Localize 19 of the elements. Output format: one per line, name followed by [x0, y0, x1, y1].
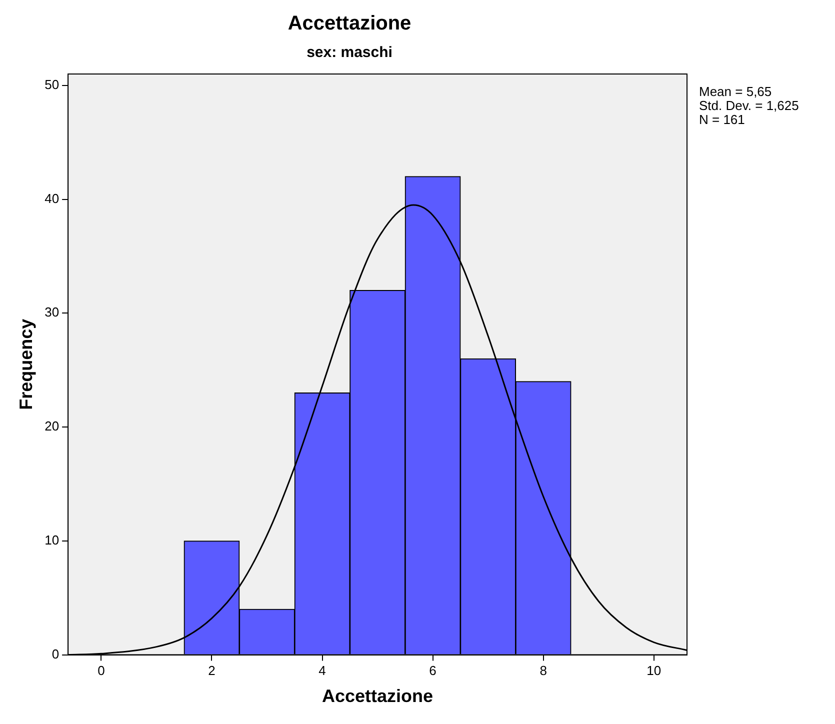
text: N = 161 — [699, 112, 745, 128]
x-tick-label: 6 — [429, 663, 436, 678]
x-tick-label: 4 — [318, 663, 326, 678]
y-tick-label: 40 — [44, 190, 60, 206]
y-tick-label: 20 — [44, 418, 60, 434]
y-tick-label: 10 — [44, 532, 60, 548]
y-axis-title: Frequency — [16, 318, 36, 410]
text: Mean = 5,65 — [699, 84, 772, 100]
y-tick-label: 0 — [52, 646, 60, 662]
x-tick-label: 2 — [208, 663, 216, 678]
x-tick-label: 8 — [540, 663, 547, 678]
chart-title: Accettazione — [288, 12, 412, 35]
chart-subtitle: sex: maschi — [306, 44, 392, 62]
x-axis-title: Accettazione — [322, 686, 434, 706]
text: Std. Dev. = 1,625 — [699, 98, 799, 114]
x-tick-label: 0 — [98, 663, 105, 678]
y-tick-label: 50 — [44, 76, 60, 92]
x-tick-label: 10 — [646, 663, 662, 678]
y-tick-label: 30 — [44, 304, 60, 320]
